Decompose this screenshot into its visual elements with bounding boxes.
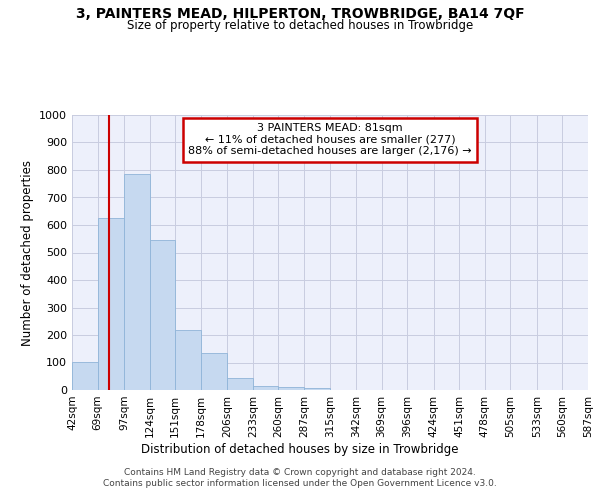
Text: 3, PAINTERS MEAD, HILPERTON, TROWBRIDGE, BA14 7QF: 3, PAINTERS MEAD, HILPERTON, TROWBRIDGE,… xyxy=(76,8,524,22)
Text: 3 PAINTERS MEAD: 81sqm
← 11% of detached houses are smaller (277)
88% of semi-de: 3 PAINTERS MEAD: 81sqm ← 11% of detached… xyxy=(188,123,472,156)
Bar xyxy=(72,362,98,390)
Bar xyxy=(278,387,304,390)
Bar xyxy=(175,330,201,390)
Bar xyxy=(124,174,149,390)
Bar xyxy=(304,388,331,390)
Bar xyxy=(201,353,227,390)
Bar xyxy=(98,218,124,390)
Bar xyxy=(149,240,175,390)
Bar xyxy=(227,378,253,390)
Text: Contains HM Land Registry data © Crown copyright and database right 2024.
Contai: Contains HM Land Registry data © Crown c… xyxy=(103,468,497,487)
Text: Distribution of detached houses by size in Trowbridge: Distribution of detached houses by size … xyxy=(141,442,459,456)
Y-axis label: Number of detached properties: Number of detached properties xyxy=(20,160,34,346)
Bar xyxy=(253,386,278,390)
Text: Size of property relative to detached houses in Trowbridge: Size of property relative to detached ho… xyxy=(127,19,473,32)
